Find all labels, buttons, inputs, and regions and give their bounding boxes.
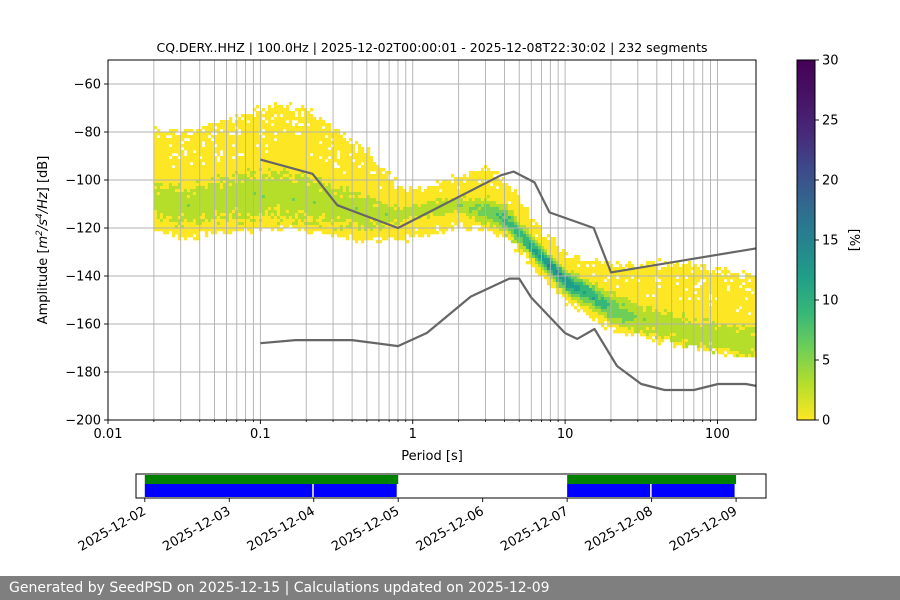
y-axis-ticks: −60 −80 −100 −120 −140 −160 −180 −200: [65, 78, 108, 429]
coverage-date-ticks: 2025-12-02 2025-12-03 2025-12-04 2025-12-05…: [76, 498, 740, 555]
chart-title: CQ.DERY..HHZ | 100.0Hz | 2025-12-02T00:0…: [156, 40, 707, 55]
data-coverage-bar: 2025-12-02 2025-12-03 2025-12-04 2025-12-05…: [76, 473, 767, 555]
colorbar-gradient: [796, 59, 816, 421]
y-tick-label: −160: [65, 318, 101, 333]
coverage-used-intervals: [144, 475, 737, 484]
coverage-date-label: 2025-12-02: [76, 504, 149, 555]
colorbar-tick-label: 15: [822, 234, 839, 249]
colorbar-tick-label: 10: [822, 294, 839, 309]
psd-plot-area: 0.01 0.1 1 10 100 −60 −80 −100 −120 −140 −160 −180…: [65, 59, 757, 442]
y-tick-label: −80: [74, 126, 101, 141]
grid-lines: [107, 60, 756, 421]
x-tick-label: 0.01: [94, 427, 123, 442]
low-noise-model-line: [260, 277, 756, 392]
x-tick-label: 1: [409, 427, 417, 442]
colorbar-tick-label: 5: [822, 354, 830, 369]
coverage-date-label: 2025-12-03: [160, 504, 233, 555]
colorbar-tick-label: 0: [822, 414, 830, 429]
colorbar: 0 5 10 15 20 25 30 [%]: [796, 54, 861, 429]
colorbar-label: [%]: [846, 229, 861, 252]
x-axis-ticks: 0.01 0.1 1 10 100: [94, 420, 730, 442]
coverage-data-segment: [567, 484, 651, 497]
y-tick-label: −180: [65, 366, 101, 381]
coverage-date-label: 2025-12-07: [498, 504, 571, 555]
coverage-used-segment: [567, 475, 737, 484]
footer-text: Generated by SeedPSD on 2025-12-15 | Cal…: [9, 580, 550, 596]
footer-bar: Generated by SeedPSD on 2025-12-15 | Cal…: [0, 576, 900, 600]
coverage-data-segment: [144, 484, 313, 497]
y-tick-label: −100: [65, 174, 101, 189]
high-noise-model-line: [260, 158, 756, 274]
coverage-date-label: 2025-12-09: [667, 504, 740, 555]
coverage-date-label: 2025-12-06: [414, 504, 487, 555]
x-tick-label: 10: [557, 427, 574, 442]
y-tick-label: −60: [74, 78, 101, 93]
colorbar-tick-label: 30: [822, 54, 839, 69]
y-tick-label: −200: [65, 414, 101, 429]
noise-model-lines: [260, 158, 756, 392]
coverage-data-segment: [313, 484, 397, 497]
x-tick-label: 100: [705, 427, 730, 442]
y-axis-label: Amplitude [m2/s4/Hz] [dB]: [35, 156, 51, 325]
plot-frame: [107, 59, 757, 421]
coverage-date-label: 2025-12-05: [329, 504, 402, 555]
x-tick-label: 0.1: [250, 427, 271, 442]
y-tick-label: −140: [65, 270, 101, 285]
coverage-used-segment: [144, 475, 399, 484]
coverage-data-intervals: [144, 484, 735, 497]
coverage-data-segment: [651, 484, 735, 497]
coverage-date-label: 2025-12-04: [245, 504, 318, 555]
y-tick-label: −120: [65, 222, 101, 237]
psd-density-heatmap: [153, 102, 756, 358]
colorbar-tick-label: 25: [822, 114, 839, 129]
colorbar-tick-label: 20: [822, 174, 839, 189]
colorbar-ticks: 0 5 10 15 20 25 30: [815, 54, 839, 429]
x-axis-label: Period [s]: [401, 449, 463, 464]
coverage-date-label: 2025-12-08: [583, 504, 656, 555]
